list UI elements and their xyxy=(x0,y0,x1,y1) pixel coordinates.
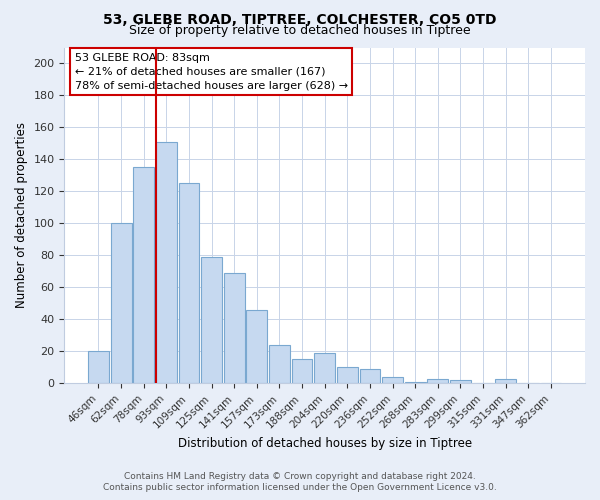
Text: Size of property relative to detached houses in Tiptree: Size of property relative to detached ho… xyxy=(129,24,471,37)
Bar xyxy=(450,380,471,384)
Bar xyxy=(405,382,425,384)
Bar xyxy=(314,353,335,384)
Bar xyxy=(88,352,109,384)
Bar xyxy=(427,378,448,384)
Bar xyxy=(292,360,313,384)
Y-axis label: Number of detached properties: Number of detached properties xyxy=(15,122,28,308)
Text: Contains HM Land Registry data © Crown copyright and database right 2024.
Contai: Contains HM Land Registry data © Crown c… xyxy=(103,472,497,492)
Bar xyxy=(269,345,290,384)
Bar xyxy=(201,257,222,384)
Bar xyxy=(382,377,403,384)
X-axis label: Distribution of detached houses by size in Tiptree: Distribution of detached houses by size … xyxy=(178,437,472,450)
Bar xyxy=(133,168,154,384)
Bar xyxy=(110,224,131,384)
Text: 53 GLEBE ROAD: 83sqm
← 21% of detached houses are smaller (167)
78% of semi-deta: 53 GLEBE ROAD: 83sqm ← 21% of detached h… xyxy=(75,52,348,90)
Bar xyxy=(247,310,267,384)
Bar xyxy=(156,142,177,384)
Bar xyxy=(359,369,380,384)
Bar xyxy=(495,378,516,384)
Bar xyxy=(179,184,199,384)
Bar xyxy=(224,273,245,384)
Bar xyxy=(337,368,358,384)
Text: 53, GLEBE ROAD, TIPTREE, COLCHESTER, CO5 0TD: 53, GLEBE ROAD, TIPTREE, COLCHESTER, CO5… xyxy=(103,12,497,26)
